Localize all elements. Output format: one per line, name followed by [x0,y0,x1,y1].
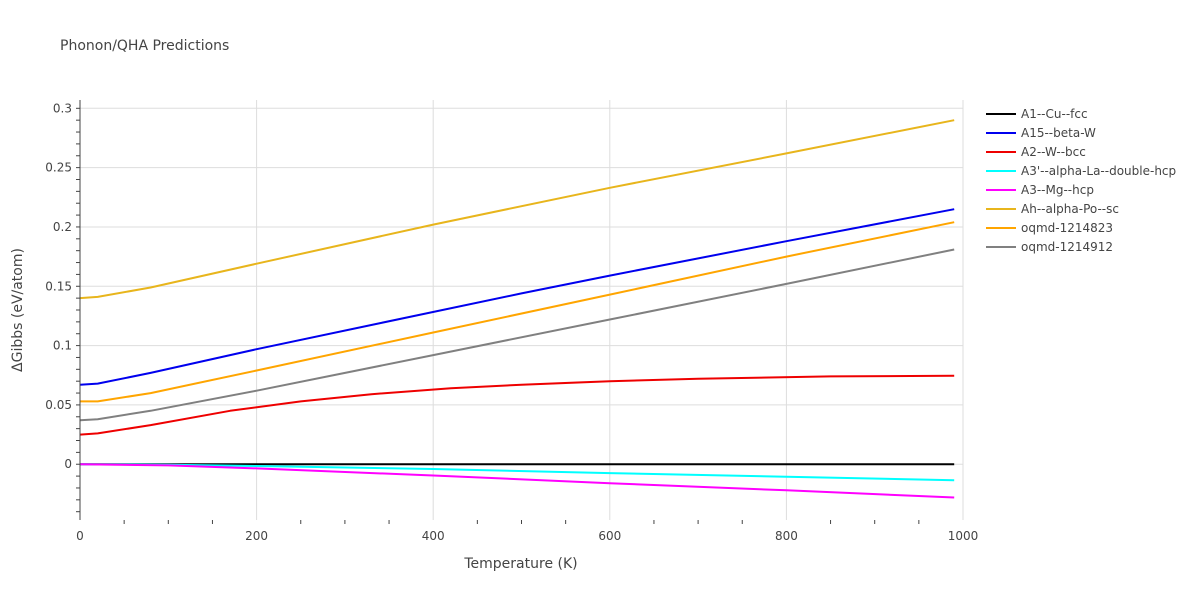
legend-item[interactable]: oqmd-1214912 [986,240,1113,254]
x-tick-label: 600 [598,529,621,543]
chart-title: Phonon/QHA Predictions [60,38,229,54]
series-line-a3-mg-hcp [79,463,955,499]
legend-label: A15--beta-W [1021,126,1096,140]
legend-label: A2--W--bcc [1021,145,1086,159]
legend-label: oqmd-1214912 [1021,240,1113,254]
y-tick-label: 0.05 [45,398,72,412]
axes [76,100,920,524]
x-tick-label: 400 [422,529,445,543]
legend-label: oqmd-1214823 [1021,221,1113,235]
series-line-a15-beta-w [79,208,955,386]
legend-label: A1--Cu--fcc [1021,107,1088,121]
y-tick-label: 0 [64,457,72,471]
x-tick-label: 1000 [948,529,979,543]
legend-label: Ah--alpha-Po--sc [1021,202,1119,216]
legend-item[interactable]: A2--W--bcc [986,145,1086,159]
legend-item[interactable]: Ah--alpha-Po--sc [986,202,1119,216]
x-tick-label: 800 [775,529,798,543]
legend-item[interactable]: A1--Cu--fcc [986,107,1088,121]
series-line-ah-alpha-po-sc [79,119,955,300]
series-line-oqmd-1214823 [80,221,955,403]
series-line-a2-w-bcc [79,374,955,436]
x-axis-ticks: 0 200 400 600 800 1000 [76,529,978,543]
legend-item[interactable]: A3--Mg--hcp [986,183,1094,197]
legend-item[interactable]: oqmd-1214823 [986,221,1113,235]
legend-item[interactable]: A15--beta-W [986,126,1096,140]
y-tick-label: 0.15 [45,279,72,293]
series-line-oqmd-1214912 [79,248,955,422]
legend-item[interactable]: A3'--alpha-La--double-hcp [986,164,1176,178]
x-tick-label: 200 [245,529,268,543]
grid [80,100,964,520]
y-tick-label: 0.3 [53,101,72,115]
x-axis-title: Temperature (K) [463,556,577,572]
y-axis-title: ΔGibbs (eV/atom) [10,248,26,372]
y-tick-label: 0.2 [53,220,72,234]
x-tick-label: 0 [76,529,84,543]
y-tick-label: 0.1 [53,339,72,353]
legend-label: A3'--alpha-La--double-hcp [1021,164,1176,178]
legend[interactable]: A1--Cu--fcc A15--beta-W A2--W--bcc A3'--alp… [986,107,1176,254]
y-axis-ticks: 0 0.05 0.1 0.15 0.2 0.25 0.3 [45,101,72,471]
series-lines [79,119,955,499]
y-tick-label: 0.25 [45,161,72,175]
legend-label: A3--Mg--hcp [1021,183,1094,197]
